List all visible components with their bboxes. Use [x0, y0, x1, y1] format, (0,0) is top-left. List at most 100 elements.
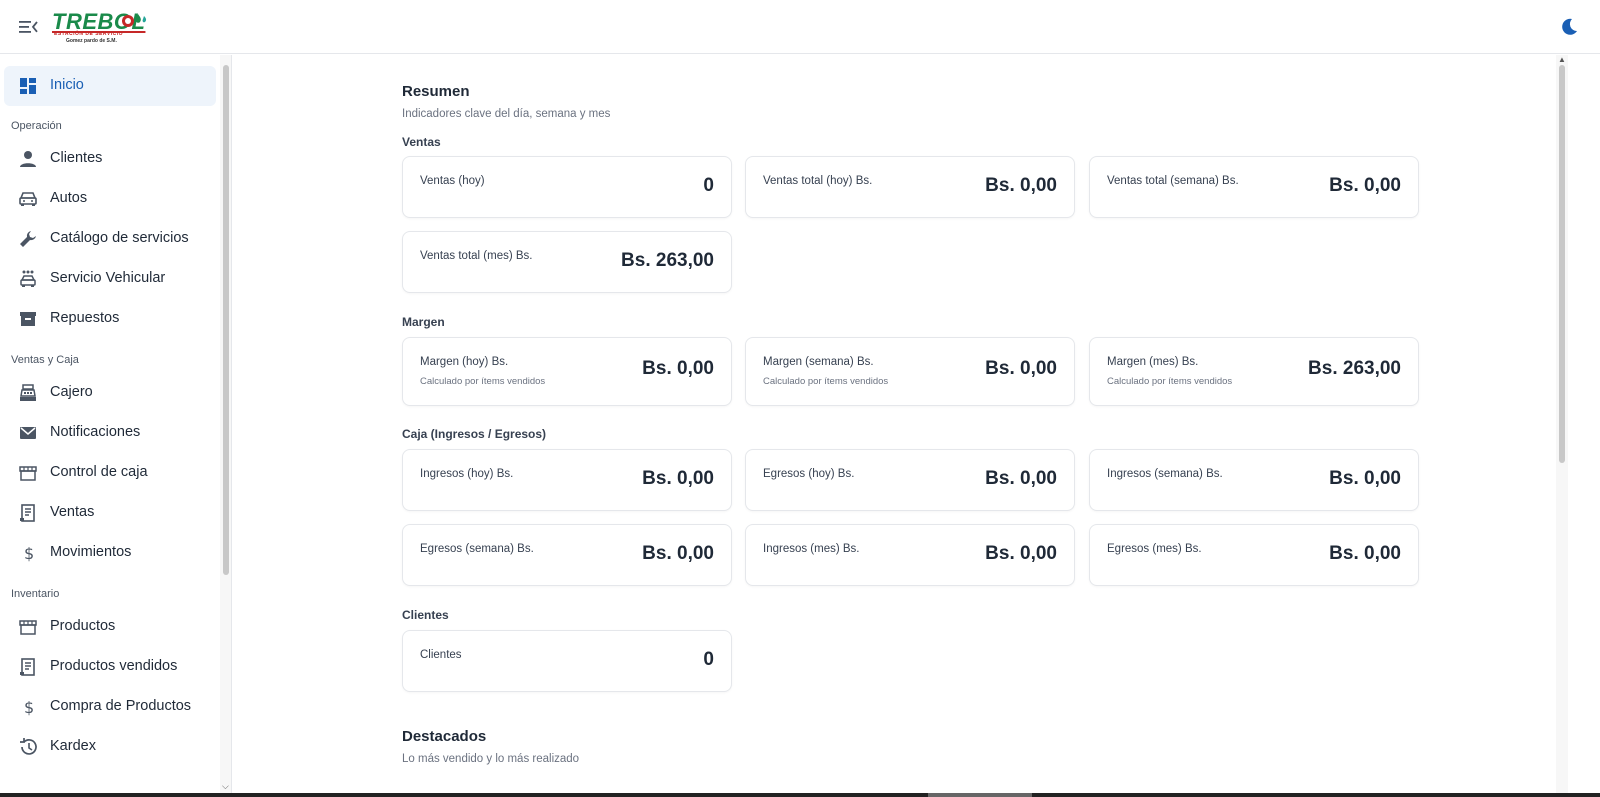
svg-text:$: $ — [24, 698, 34, 717]
kpi-label: Ventas total (semana) Bs. — [1107, 175, 1239, 187]
kpi-card: Margen (mes) Bs. Calculado por ítems ven… — [1089, 337, 1419, 406]
sidebar-item-label: Compra de Productos — [50, 698, 192, 714]
scroll-up-arrow-icon[interactable]: ▲ — [1558, 55, 1566, 64]
sidebar-item-movimientos[interactable]: $ Movimientos — [4, 533, 216, 573]
kpi-label: Ingresos (mes) Bs. — [763, 543, 860, 555]
dollar-icon: $ — [18, 697, 38, 717]
section-label-inventario: Inventario — [11, 588, 60, 600]
kpi-card: Ventas (hoy) 0 — [402, 156, 732, 218]
kpi-value: Bs. 263,00 — [1308, 358, 1401, 379]
kpi-card: Ventas total (semana) Bs. Bs. 0,00 — [1089, 156, 1419, 218]
scroll-down-arrow-icon[interactable]: ⌵ — [222, 781, 229, 791]
kpi-card: Egresos (hoy) Bs. Bs. 0,00 — [745, 449, 1075, 511]
kpi-value: Bs. 0,00 — [1329, 468, 1401, 489]
kpi-label: Egresos (hoy) Bs. — [763, 468, 855, 480]
sidebar-item-control-caja[interactable]: Control de caja — [4, 453, 216, 493]
car-icon — [18, 189, 38, 209]
person-icon — [18, 149, 38, 169]
kpi-label: Ingresos (semana) Bs. — [1107, 468, 1223, 480]
sidebar-item-label: Movimientos — [50, 544, 132, 560]
sidebar-item-clientes[interactable]: Clientes — [4, 139, 216, 179]
kpi-label: Egresos (semana) Bs. — [420, 543, 534, 555]
kpi-value: Bs. 0,00 — [1329, 543, 1401, 564]
kpi-label: Margen (mes) Bs. — [1107, 356, 1199, 368]
kpi-card: Margen (semana) Bs. Calculado por ítems … — [745, 337, 1075, 406]
sidebar: Inicio Operación Clientes Autos Catálogo… — [0, 55, 232, 797]
sidebar-item-inicio[interactable]: Inicio — [4, 66, 216, 106]
kpi-label: Ventas (hoy) — [420, 175, 485, 187]
main-scrollbar[interactable]: ▲ — [1556, 55, 1568, 797]
kpi-value: Bs. 0,00 — [642, 543, 714, 564]
sidebar-item-label: Control de caja — [50, 464, 148, 480]
store-icon — [18, 463, 38, 483]
kpi-label: Margen (hoy) Bs. — [420, 356, 509, 368]
main-scrollbar-thumb[interactable] — [1559, 65, 1565, 463]
logo-subtitle: ESTACIÓN DE SERVICIO — [54, 31, 123, 37]
sidebar-item-label: Repuestos — [50, 310, 120, 326]
kpi-value: Bs. 0,00 — [985, 175, 1057, 196]
store-icon — [18, 617, 38, 637]
kpi-card: Ventas total (hoy) Bs. Bs. 0,00 — [745, 156, 1075, 218]
kpi-value: Bs. 0,00 — [985, 543, 1057, 564]
kpi-value: 0 — [703, 649, 714, 670]
sidebar-scrollbar[interactable]: ⌵ — [220, 55, 231, 797]
window-bottom-edge-segment — [928, 793, 1032, 797]
kpi-value: Bs. 0,00 — [642, 358, 714, 379]
sidebar-item-label: Kardex — [50, 738, 96, 754]
sidebar-item-label: Catálogo de servicios — [50, 230, 189, 246]
kpi-card: Egresos (mes) Bs. Bs. 0,00 — [1089, 524, 1419, 586]
group-label-margen: Margen — [402, 315, 445, 329]
dollar-icon: $ — [18, 543, 38, 563]
kpi-note: Calculado por ítems vendidos — [420, 376, 546, 387]
kpi-label: Margen (semana) Bs. — [763, 356, 874, 368]
sidebar-item-label: Autos — [50, 190, 88, 206]
group-label-ventas: Ventas — [402, 135, 441, 149]
brand-logo[interactable]: TREBOL ESTACIÓN DE SERVICIO Gomez pardo … — [52, 8, 152, 46]
fuel-drop-icon — [122, 14, 147, 27]
cash-register-icon — [18, 383, 38, 403]
dark-mode-toggle-icon[interactable] — [1558, 16, 1580, 38]
kpi-value: Bs. 0,00 — [642, 468, 714, 489]
group-label-caja: Caja (Ingresos / Egresos) — [402, 427, 547, 441]
page-title: Resumen — [402, 83, 470, 100]
kpi-card: Margen (hoy) Bs. Calculado por ítems ven… — [402, 337, 732, 406]
highlights-subtitle: Lo más vendido y lo más realizado — [402, 753, 580, 765]
sidebar-item-ventas[interactable]: Ventas — [4, 493, 216, 533]
kpi-note: Calculado por ítems vendidos — [1107, 376, 1233, 387]
sidebar-item-catalogo-servicios[interactable]: Catálogo de servicios — [4, 219, 216, 259]
kpi-card: Egresos (semana) Bs. Bs. 0,00 — [402, 524, 732, 586]
svg-text:$: $ — [24, 544, 34, 563]
kpi-value: Bs. 0,00 — [1329, 175, 1401, 196]
sidebar-item-autos[interactable]: Autos — [4, 179, 216, 219]
sidebar-item-cajero[interactable]: Cajero — [4, 373, 216, 413]
car-wash-icon — [18, 269, 38, 289]
kpi-label: Egresos (mes) Bs. — [1107, 543, 1202, 555]
sidebar-item-label: Cajero — [50, 384, 93, 400]
sidebar-item-notificaciones[interactable]: Notificaciones — [4, 413, 216, 453]
sidebar-item-productos[interactable]: Productos — [4, 607, 216, 647]
menu-collapse-icon[interactable] — [14, 14, 42, 40]
kpi-card: Ingresos (mes) Bs. Bs. 0,00 — [745, 524, 1075, 586]
kpi-label: Ventas total (mes) Bs. — [420, 250, 533, 262]
section-label-ventas-caja: Ventas y Caja — [11, 354, 79, 366]
section-label-operacion: Operación — [11, 120, 62, 132]
sidebar-item-productos-vendidos[interactable]: Productos vendidos — [4, 647, 216, 687]
kpi-value: Bs. 0,00 — [985, 358, 1057, 379]
logo-tagline: Gomez pardo de S.M. — [66, 38, 117, 44]
sidebar-item-compra-productos[interactable]: $ Compra de Productos — [4, 687, 216, 727]
window-bottom-edge — [0, 793, 1600, 797]
receipt-icon — [18, 657, 38, 677]
sidebar-item-servicio-vehicular[interactable]: Servicio Vehicular — [4, 259, 216, 299]
kpi-value: 0 — [703, 175, 714, 196]
kpi-value: Bs. 0,00 — [985, 468, 1057, 489]
sidebar-item-repuestos[interactable]: Repuestos — [4, 299, 216, 339]
highlights-title: Destacados — [402, 728, 487, 745]
sidebar-scrollbar-thumb[interactable] — [223, 65, 229, 575]
sidebar-item-kardex[interactable]: Kardex — [4, 727, 216, 767]
kpi-value: Bs. 263,00 — [621, 250, 714, 271]
wrench-icon — [18, 229, 38, 249]
kpi-card: Clientes 0 — [402, 630, 732, 692]
kpi-card: Ingresos (semana) Bs. Bs. 0,00 — [1089, 449, 1419, 511]
kpi-note: Calculado por ítems vendidos — [763, 376, 889, 387]
kpi-label: Clientes — [420, 649, 462, 661]
